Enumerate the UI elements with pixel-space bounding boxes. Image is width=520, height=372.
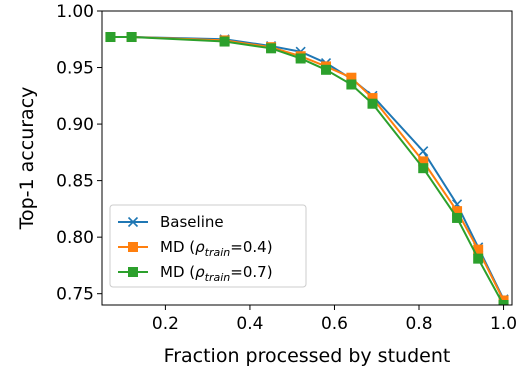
y-tick-label: 1.00: [56, 2, 94, 22]
data-point: [473, 253, 484, 264]
x-tick-label: 0.2: [152, 314, 179, 334]
legend-marker: [128, 242, 138, 252]
data-point: [321, 64, 332, 75]
legend-item: MD (ρtrain=0.4): [118, 238, 273, 259]
legend-marker: [128, 267, 138, 277]
ticks-layer: 0.2 0.4 0.6 0.8 1.0 0.75 0.80 0.85 0.90 0.95 1.00: [56, 2, 517, 334]
x-axis-label: Fraction processed by student: [164, 345, 451, 367]
y-tick-label: 0.85: [56, 172, 94, 192]
data-point: [452, 206, 463, 217]
y-axis-label: Top-1 accuracy: [16, 87, 38, 231]
data-point: [452, 212, 463, 223]
data-point: [219, 36, 230, 47]
data-point: [295, 53, 306, 64]
legend-box: [109, 204, 307, 288]
y-tick-label: 0.75: [56, 285, 94, 305]
data-point: [367, 93, 378, 104]
legend: Baseline MD (ρtrain=0.4) MD (ρtrain=0.7): [109, 204, 307, 288]
data-point: [418, 163, 429, 174]
plot-frame: [101, 10, 513, 306]
legend-label: MD (ρtrain=0.4): [160, 238, 273, 259]
series-line: [110, 36, 505, 305]
y-tick-label: 0.90: [56, 115, 94, 135]
x-tick-label: 0.6: [321, 314, 348, 334]
x-tick-label: 0.8: [405, 314, 432, 334]
data-point: [346, 79, 357, 90]
x-tick-label: 0.4: [236, 314, 263, 334]
legend-marker: [127, 216, 139, 228]
data-point: [418, 156, 429, 167]
legend-label: Baseline: [160, 213, 224, 231]
data-point: [498, 300, 509, 305]
data-point: [105, 32, 116, 43]
y-tick-label: 0.80: [56, 228, 94, 248]
data-point: [367, 98, 378, 109]
data-point: [473, 244, 484, 255]
legend-item: Baseline: [118, 213, 224, 231]
x-tick-label: 1.0: [490, 314, 517, 334]
data-point: [418, 146, 429, 157]
data-point: [346, 72, 357, 83]
data-point: [126, 32, 137, 43]
legend-item: MD (ρtrain=0.7): [118, 263, 273, 284]
y-tick-label: 0.95: [56, 59, 94, 79]
legend-label: MD (ρtrain=0.7): [160, 263, 273, 284]
series-2: [105, 32, 509, 305]
data-point: [266, 43, 277, 54]
series-layer: [105, 31, 509, 305]
